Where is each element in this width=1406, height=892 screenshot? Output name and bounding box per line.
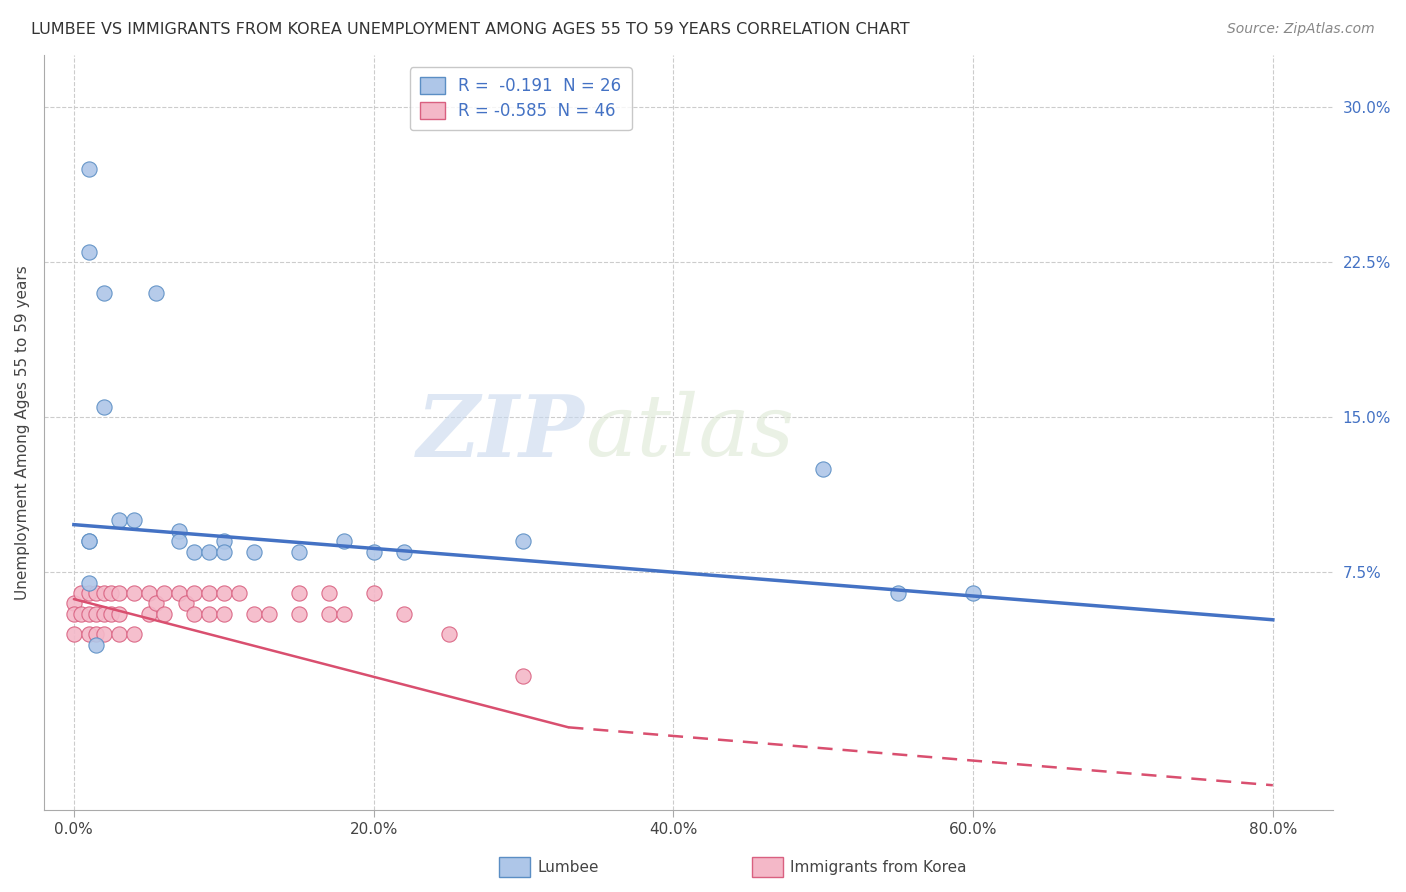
Point bbox=[183, 607, 205, 621]
Point bbox=[363, 586, 385, 600]
Point bbox=[813, 462, 835, 476]
Point bbox=[962, 586, 984, 600]
Point bbox=[197, 607, 219, 621]
Legend: R =  -0.191  N = 26, R = -0.585  N = 46: R = -0.191 N = 26, R = -0.585 N = 46 bbox=[411, 67, 631, 130]
Point bbox=[212, 607, 235, 621]
Text: Lumbee: Lumbee bbox=[537, 860, 599, 874]
Point bbox=[93, 607, 115, 621]
Point bbox=[167, 586, 190, 600]
Point bbox=[887, 586, 910, 600]
Point bbox=[287, 607, 309, 621]
Point bbox=[122, 514, 145, 528]
Point bbox=[77, 534, 100, 549]
Point bbox=[332, 607, 354, 621]
Point bbox=[77, 607, 100, 621]
Point bbox=[70, 586, 93, 600]
Point bbox=[363, 544, 385, 558]
Text: ZIP: ZIP bbox=[418, 391, 585, 475]
Point bbox=[108, 627, 131, 641]
Point bbox=[152, 586, 174, 600]
Point bbox=[152, 607, 174, 621]
Point bbox=[93, 285, 115, 300]
Point bbox=[86, 607, 108, 621]
Point bbox=[86, 586, 108, 600]
Point bbox=[512, 668, 534, 682]
Text: atlas: atlas bbox=[585, 392, 794, 474]
Point bbox=[86, 627, 108, 641]
Point bbox=[63, 596, 86, 610]
Point bbox=[332, 534, 354, 549]
Text: Immigrants from Korea: Immigrants from Korea bbox=[790, 860, 967, 874]
Point bbox=[145, 285, 167, 300]
Point bbox=[197, 586, 219, 600]
Point bbox=[242, 544, 264, 558]
Point bbox=[437, 627, 460, 641]
Point bbox=[86, 638, 108, 652]
Point bbox=[93, 586, 115, 600]
Point bbox=[212, 586, 235, 600]
Point bbox=[318, 586, 340, 600]
Point bbox=[93, 627, 115, 641]
Point bbox=[93, 400, 115, 414]
Point bbox=[108, 514, 131, 528]
Point bbox=[138, 607, 160, 621]
Point bbox=[77, 161, 100, 176]
Text: LUMBEE VS IMMIGRANTS FROM KOREA UNEMPLOYMENT AMONG AGES 55 TO 59 YEARS CORRELATI: LUMBEE VS IMMIGRANTS FROM KOREA UNEMPLOY… bbox=[31, 22, 910, 37]
Point bbox=[77, 586, 100, 600]
Point bbox=[287, 544, 309, 558]
Point bbox=[512, 534, 534, 549]
Point bbox=[63, 607, 86, 621]
Point bbox=[183, 544, 205, 558]
Point bbox=[122, 586, 145, 600]
Point bbox=[174, 596, 197, 610]
Point bbox=[145, 596, 167, 610]
Point bbox=[392, 607, 415, 621]
Point bbox=[287, 586, 309, 600]
Point bbox=[197, 544, 219, 558]
Point bbox=[183, 586, 205, 600]
Point bbox=[108, 586, 131, 600]
Point bbox=[77, 627, 100, 641]
Point bbox=[257, 607, 280, 621]
Point bbox=[70, 607, 93, 621]
Point bbox=[392, 544, 415, 558]
Point bbox=[122, 627, 145, 641]
Text: Source: ZipAtlas.com: Source: ZipAtlas.com bbox=[1227, 22, 1375, 37]
Point bbox=[77, 575, 100, 590]
Y-axis label: Unemployment Among Ages 55 to 59 years: Unemployment Among Ages 55 to 59 years bbox=[15, 265, 30, 600]
Point bbox=[212, 544, 235, 558]
Point bbox=[242, 607, 264, 621]
Point bbox=[100, 607, 122, 621]
Point bbox=[108, 607, 131, 621]
Point bbox=[167, 524, 190, 538]
Point bbox=[77, 244, 100, 259]
Point bbox=[100, 586, 122, 600]
Point bbox=[77, 534, 100, 549]
Point bbox=[228, 586, 250, 600]
Point bbox=[63, 627, 86, 641]
Point bbox=[138, 586, 160, 600]
Point bbox=[212, 534, 235, 549]
Point bbox=[167, 534, 190, 549]
Point bbox=[318, 607, 340, 621]
